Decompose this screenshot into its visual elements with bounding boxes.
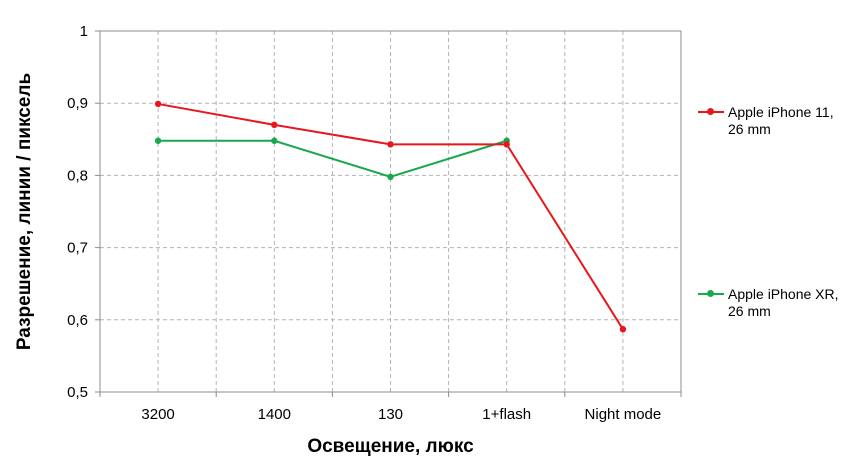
legend-label-iphone-11: Apple iPhone 11, 26 mm	[728, 104, 834, 137]
x-tick-label: Night mode	[585, 406, 662, 423]
series-line-1	[158, 139, 507, 178]
series-point-1	[387, 173, 394, 181]
y-tick-label: 0,5	[67, 384, 88, 401]
y-tick-label: 0,9	[67, 95, 88, 112]
y-axis-ticks: 0,5 0,6 0,7 0,8 0,9 1	[67, 23, 100, 401]
x-tick-label: 1400	[258, 406, 291, 423]
series-point-1	[271, 137, 278, 144]
y-tick-label: 1	[80, 23, 88, 40]
legend-marker-iphone-xr	[707, 290, 714, 297]
x-axis-title: Освещение, люкс	[307, 436, 474, 457]
y-tick-label: 0,7	[67, 240, 88, 257]
legend-label-iphone-xr: Apple iPhone XR, 26 mm	[728, 286, 839, 319]
series-point-0	[271, 121, 278, 129]
series-point-0	[619, 325, 627, 333]
series-point-0	[154, 100, 162, 108]
y-tick-label: 0,8	[67, 167, 88, 184]
series-point-1	[154, 137, 162, 144]
series-layer	[154, 100, 627, 333]
y-axis-title: Разрешение, линии / пиксель	[14, 73, 35, 350]
x-tick-label: 130	[378, 406, 403, 423]
series-point-0	[503, 141, 510, 148]
legend-marker-iphone-11	[707, 108, 714, 115]
x-tick-label: 3200	[141, 406, 174, 423]
y-tick-label: 0,6	[67, 312, 88, 329]
grid-lines	[100, 31, 681, 392]
plot-area-frame	[99, 30, 682, 393]
series-point-0	[387, 141, 394, 148]
x-axis-ticks: 3200 1400 130 1+flash Night mode	[99, 392, 682, 423]
x-tick-label: 1+flash	[482, 406, 531, 423]
